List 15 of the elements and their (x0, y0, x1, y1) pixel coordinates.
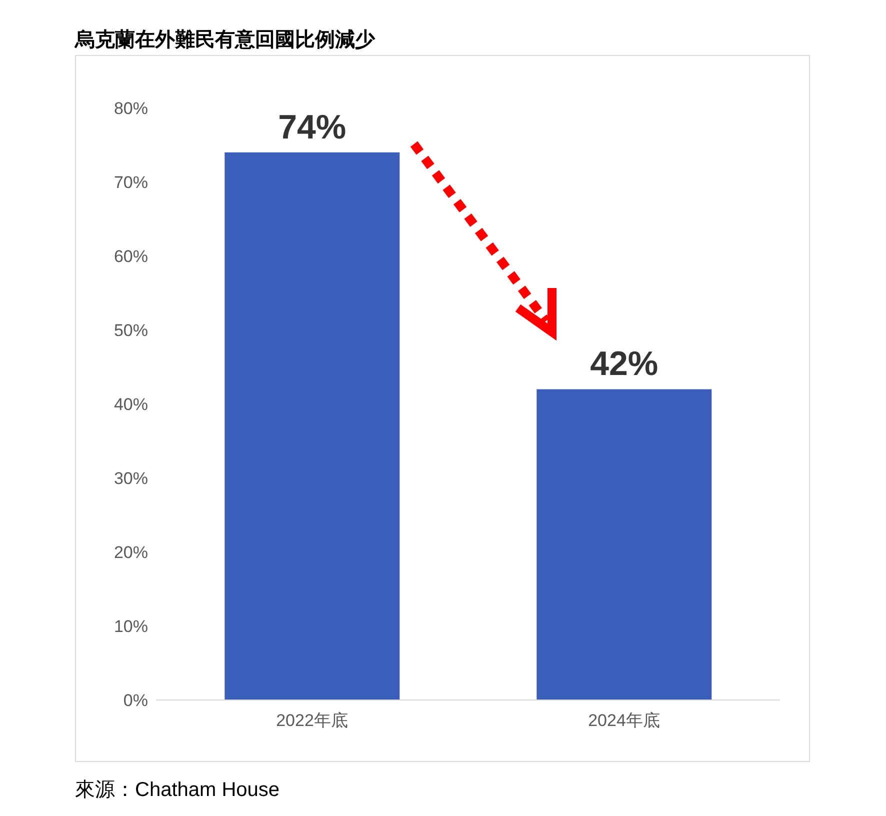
y-tick-label: 30% (114, 469, 148, 488)
x-tick-label: 2022年底 (276, 711, 348, 730)
y-tick-label: 80% (114, 99, 148, 118)
y-tick-label: 60% (114, 247, 148, 266)
text: 來源：Chatham House (75, 778, 280, 803)
y-tick-label: 0% (123, 691, 148, 710)
data-label: 42% (590, 345, 658, 384)
y-tick-label: 10% (114, 617, 148, 636)
data-label: 74% (278, 108, 346, 146)
y-tick-label: 50% (114, 321, 148, 340)
x-tick-label: 2024年底 (588, 711, 660, 730)
y-tick-label: 40% (114, 395, 148, 414)
y-tick-label: 20% (114, 543, 148, 562)
chart-title: 烏克蘭在外難民有意回國比例減少 (75, 28, 375, 53)
y-tick-label: 70% (114, 173, 148, 192)
